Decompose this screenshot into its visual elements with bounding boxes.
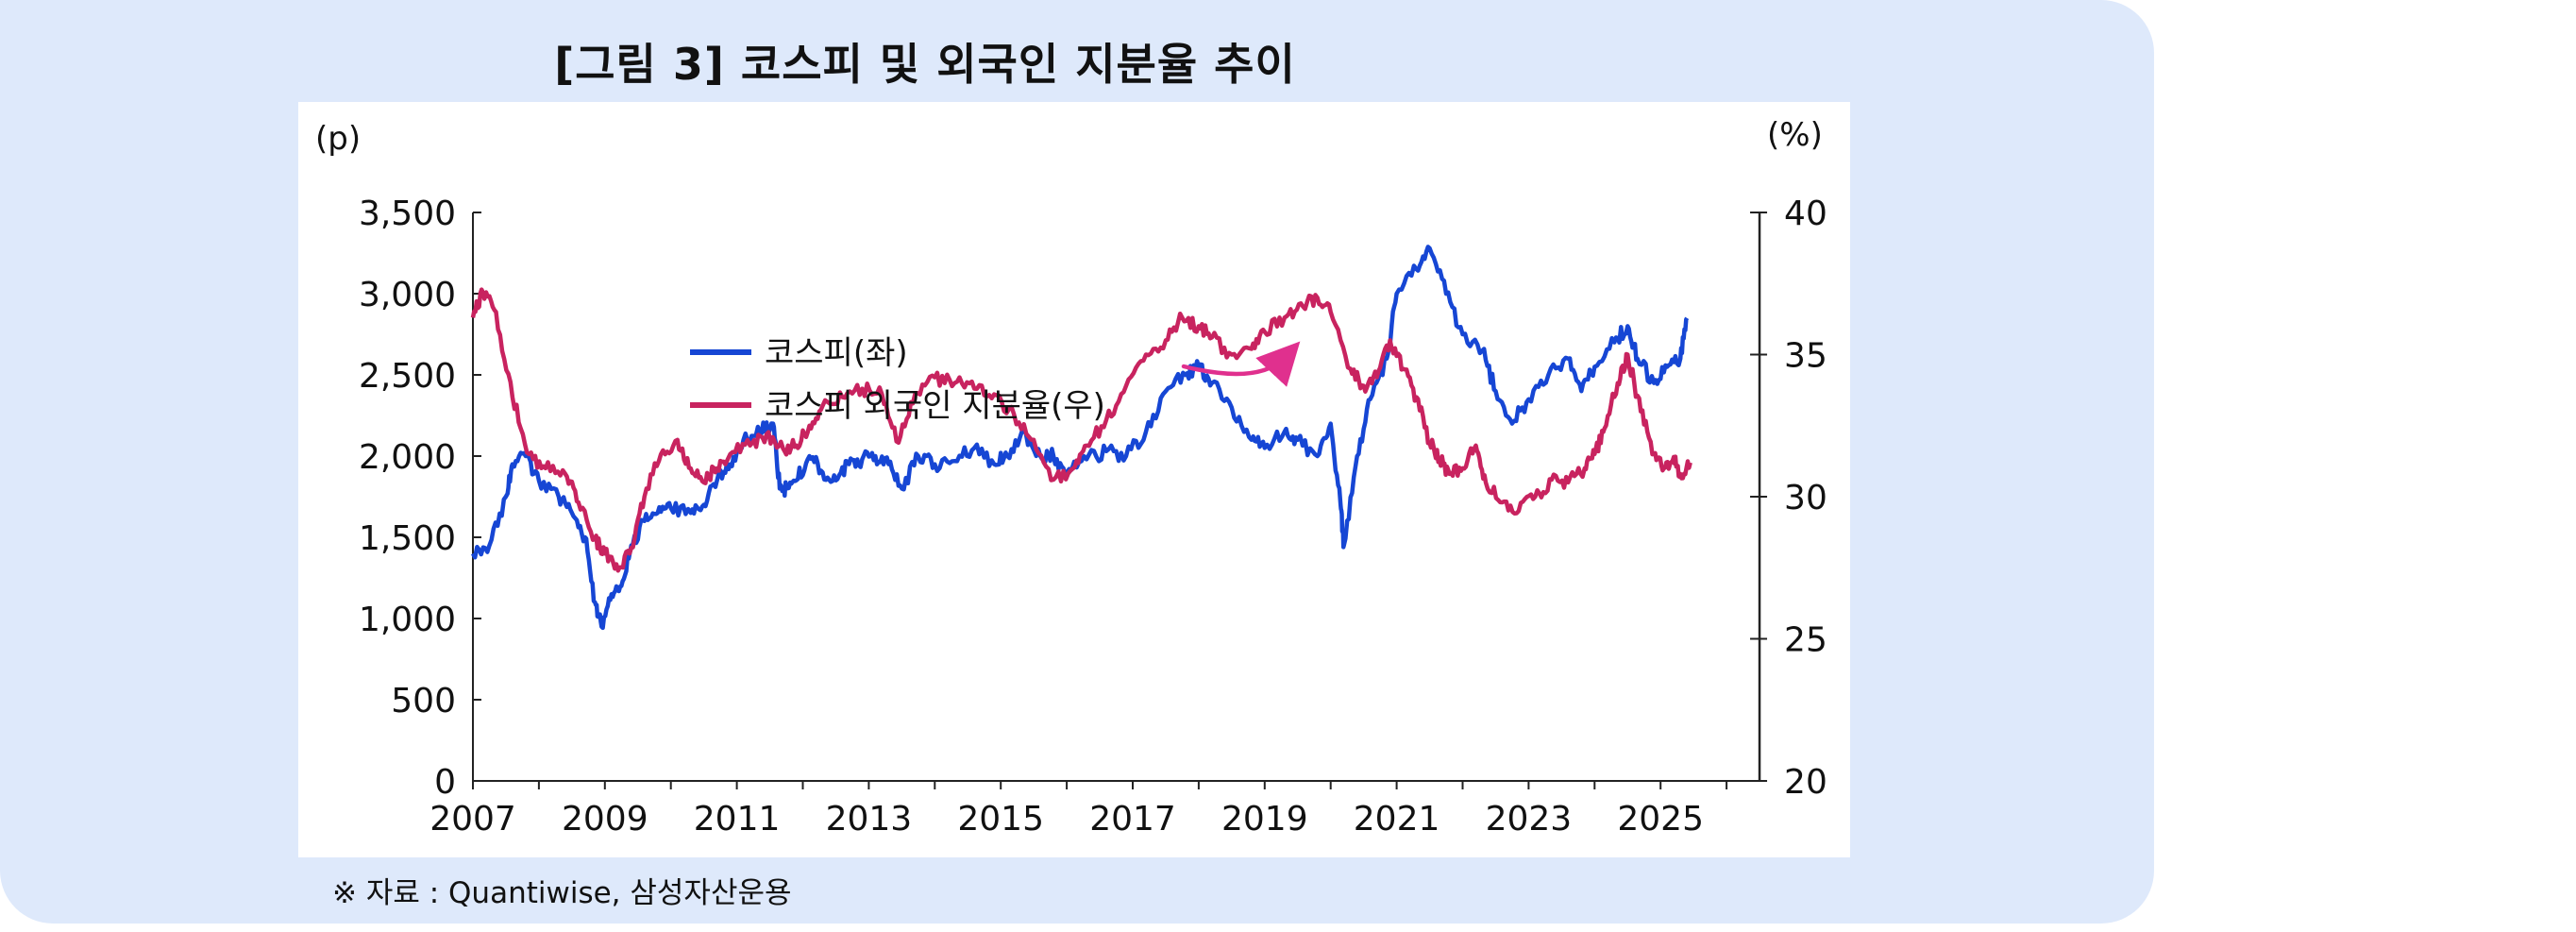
up-trend-arrow [1181, 341, 1301, 387]
left-tick-label: 500 [391, 682, 456, 720]
left-tick-label: 0 [434, 763, 456, 802]
left-tick-label: 2,000 [359, 438, 456, 477]
left-tick-label: 1,500 [359, 519, 456, 558]
kospi-line [471, 245, 1690, 631]
right-tick-label: 30 [1784, 479, 1827, 517]
left-tick-label: 1,000 [359, 601, 456, 639]
left-axis-unit: (p) [315, 120, 361, 158]
source-note: ※ 자료 : Quantiwise, 삼성자산운용 [332, 876, 792, 910]
x-tick-label: 2025 [1617, 800, 1704, 839]
x-tick-label: 2007 [429, 800, 516, 839]
x-tick-label: 2017 [1089, 800, 1176, 839]
x-tick-label: 2011 [694, 800, 781, 839]
left-tick-label: 2,500 [359, 357, 456, 396]
right-tick-label: 40 [1784, 195, 1827, 233]
x-tick-label: 2021 [1354, 800, 1440, 839]
foreign-ownership-line [470, 287, 1692, 573]
legend-label-kospi: 코스피(좌) [765, 334, 908, 372]
x-tick-label: 2009 [562, 800, 648, 839]
chart: (p) (%) 3,500 3,000 2,500 2,000 1,500 1,000 500 0… [315, 116, 1827, 839]
left-tick-label: 3,500 [359, 195, 456, 233]
right-tick-label: 20 [1784, 763, 1827, 802]
right-tick-label: 25 [1784, 621, 1827, 660]
right-axis-unit: (%) [1767, 116, 1823, 154]
x-tick-label: 2019 [1221, 800, 1308, 839]
figure-title: [그림 3] 코스피 및 외국인 지분율 추이 [554, 39, 1296, 90]
plot-area: (p) (%) 3,500 3,000 2,500 2,000 1,500 1,000 500 0… [298, 102, 1850, 857]
x-tick-label: 2023 [1486, 800, 1573, 839]
legend-label-foreign: 코스피 외국인 지분율(우) [765, 387, 1105, 425]
left-tick-label: 3,000 [359, 276, 456, 314]
x-tick-label: 2013 [826, 800, 913, 839]
right-tick-label: 35 [1784, 337, 1827, 376]
x-tick-label: 2015 [957, 800, 1044, 839]
